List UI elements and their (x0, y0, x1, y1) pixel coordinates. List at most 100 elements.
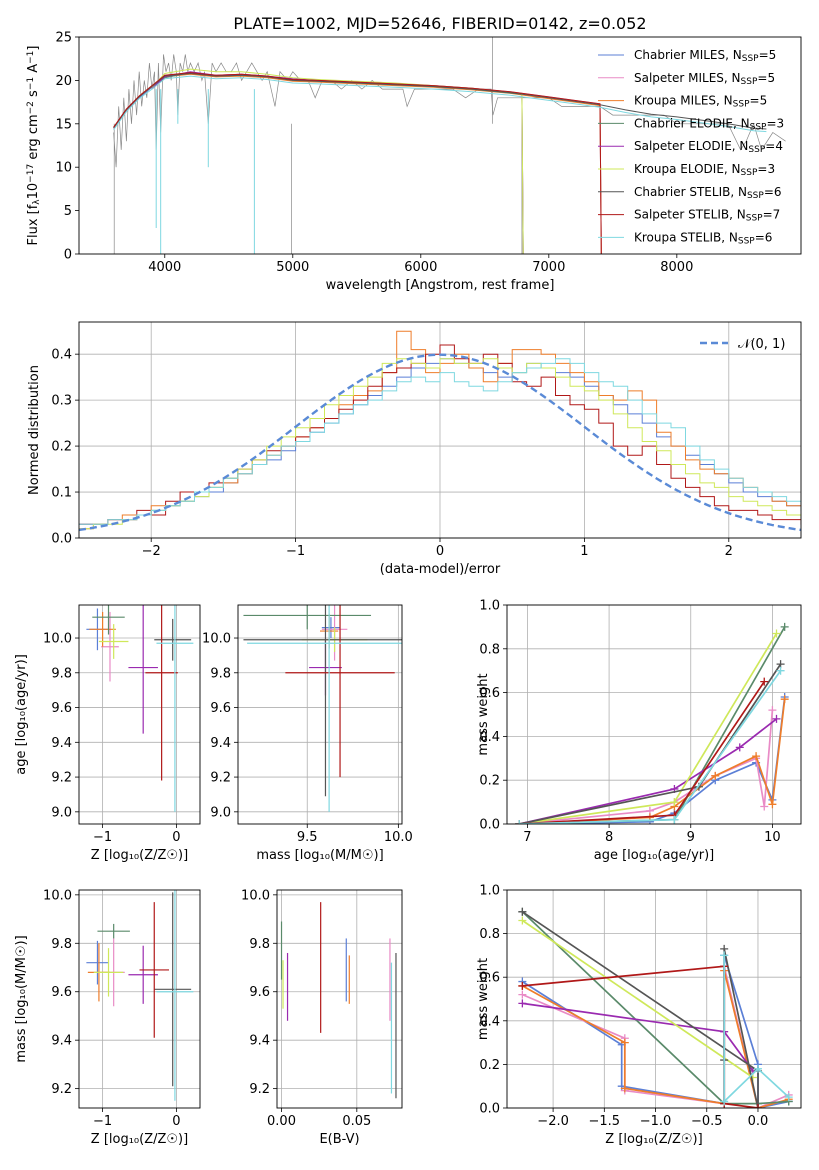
plus-marker (780, 622, 789, 631)
plus-marker (670, 815, 679, 824)
plus-marker (518, 916, 527, 925)
y-tick-label: 9.2 (249, 1082, 270, 1097)
y-tick-label: 10 (55, 161, 72, 176)
plus-marker (518, 990, 527, 999)
y-tick-label: 0.0 (479, 1102, 500, 1117)
x-axis-label: age [log₁₀(age/yr)] (594, 848, 715, 863)
legend-sub: SSP (741, 77, 758, 87)
legend-sub: SSP (748, 145, 765, 155)
model-salpeter-stelib (113, 72, 602, 254)
y-tick-label: 9.6 (51, 985, 72, 1000)
y-label-part: −2 (26, 101, 36, 114)
panel-residuals: −2 −1 0 1 2 0.0 0.1 0.2 0.3 0.4 (data-model)/error… (27, 321, 802, 577)
legend-entry: Salpeter MILES, NSSP=5 (634, 71, 775, 87)
line-chabrier-stelib (519, 663, 782, 824)
plus-marker (720, 951, 729, 960)
y-label-part: 10 (26, 183, 41, 200)
legend-name: Chabrier MILES, N (634, 48, 742, 62)
plus-marker (620, 1038, 629, 1047)
y-axis-label: Flux [fλ10−17 erg cm−2 s−1 A−1] (26, 46, 42, 246)
x-tick-label: −1 (93, 1114, 112, 1129)
y-tick-label: 25 (55, 31, 72, 46)
y-label-part: −17 (26, 164, 36, 183)
y-label-part: ] (26, 46, 41, 51)
x-tick-label: 0.05 (342, 1114, 371, 1129)
plot-area (280, 902, 397, 1099)
plus-marker (711, 771, 720, 780)
axes-frame (78, 604, 201, 825)
axes-frame (78, 321, 802, 539)
x-tick-label: −1.0 (640, 1114, 672, 1129)
legend-sub: SSP (733, 99, 750, 109)
plus-marker (760, 677, 769, 686)
legend-value: =6 (755, 230, 773, 244)
y-label-part: −1 (26, 51, 36, 64)
y-tick-label: 9.8 (249, 937, 270, 952)
x-tick-label: 4000 (148, 260, 181, 275)
y-label-part: λ (32, 199, 42, 205)
legend-name: Salpeter ELODIE, N (634, 139, 748, 153)
y-tick-label: 10.0 (43, 632, 72, 647)
x-tick-label: 9 (687, 830, 695, 845)
errorbar-point (154, 618, 192, 661)
legend-sub: SSP (747, 191, 764, 201)
errorbar-point (101, 611, 119, 682)
hist-kroupa-stelib (79, 358, 801, 525)
axes-frame (78, 889, 201, 1109)
panel-massweight-vs-Z: −2.0 −1.5 −1.0 −0.5 0.0 0.0 0.2 0.4 0.6 0.8 1.0 Z [… (476, 884, 802, 1147)
y-tick-label: 1.0 (479, 884, 500, 899)
y-tick-label: 0 (64, 248, 72, 263)
line-salpeter-elodie (519, 718, 778, 824)
plot-area (243, 605, 402, 812)
legend-entry: Salpeter ELODIE, NSSP=4 (634, 139, 783, 155)
errorbar-point (128, 605, 158, 734)
legend-name: Chabrier ELODIE, N (634, 116, 750, 130)
legend-value: =3 (757, 162, 775, 176)
legend-sub: SSP (746, 213, 763, 223)
plus-marker (735, 743, 744, 752)
plot-area (79, 330, 801, 532)
x-tick-label: 10.0 (384, 830, 413, 845)
errorbar-point (321, 617, 341, 639)
y-tick-label: 0.6 (479, 686, 500, 701)
x-tick-label: −1.5 (589, 1114, 621, 1129)
legend-value: =5 (759, 48, 777, 62)
x-axis-label: Z [log₁₀(Z/Z☉)] (91, 1132, 188, 1147)
plus-marker (752, 752, 761, 761)
y-tick-label: 15 (55, 117, 72, 132)
y-tick-label: 0.2 (479, 774, 500, 789)
legend-sub: SSP (742, 54, 759, 64)
y-tick-label: 0.4 (479, 1014, 500, 1029)
model-chabrier-stelib (113, 72, 767, 130)
legend-value: =5 (750, 94, 768, 108)
plot-area (86, 890, 194, 1101)
y-tick-label: 9.8 (51, 937, 72, 952)
legend-value: =5 (757, 71, 775, 85)
y-label-part: erg cm (26, 114, 41, 163)
y-tick-label: 0.1 (51, 486, 72, 501)
errorbar-point (98, 624, 129, 659)
plus-marker (670, 798, 679, 807)
y-tick-label: 9.6 (249, 985, 270, 1000)
y-axis-label: Normed distribution (27, 365, 42, 495)
legend-name: Chabrier STELIB, N (634, 185, 747, 199)
legend-name: Salpeter STELIB, N (634, 208, 746, 222)
y-tick-label: 9.8 (51, 666, 72, 681)
y-tick-label: 9.4 (249, 1034, 270, 1049)
line-salpeter-elodie (522, 1002, 754, 1072)
legend-value: =3 (766, 116, 784, 130)
x-axis-label: Z [log₁₀(Z/Z☉)] (605, 1132, 702, 1147)
x-axis-label: wavelength [Angstrom, rest frame] (326, 278, 555, 293)
plus-marker (515, 820, 524, 824)
x-axis-label: (data-model)/error (380, 562, 501, 577)
y-label-part: Flux [f (26, 204, 41, 245)
errorbar-point (139, 902, 170, 1038)
legend-name: Salpeter MILES, N (634, 71, 741, 85)
y-tick-label: 20 (55, 74, 72, 89)
y-tick-label: 0.4 (51, 348, 72, 363)
plus-marker (720, 1097, 729, 1106)
errorbar-point (285, 605, 395, 778)
errorbar-point (156, 890, 194, 1101)
y-tick-label: 0.2 (51, 440, 72, 455)
plus-marker (784, 1093, 793, 1102)
